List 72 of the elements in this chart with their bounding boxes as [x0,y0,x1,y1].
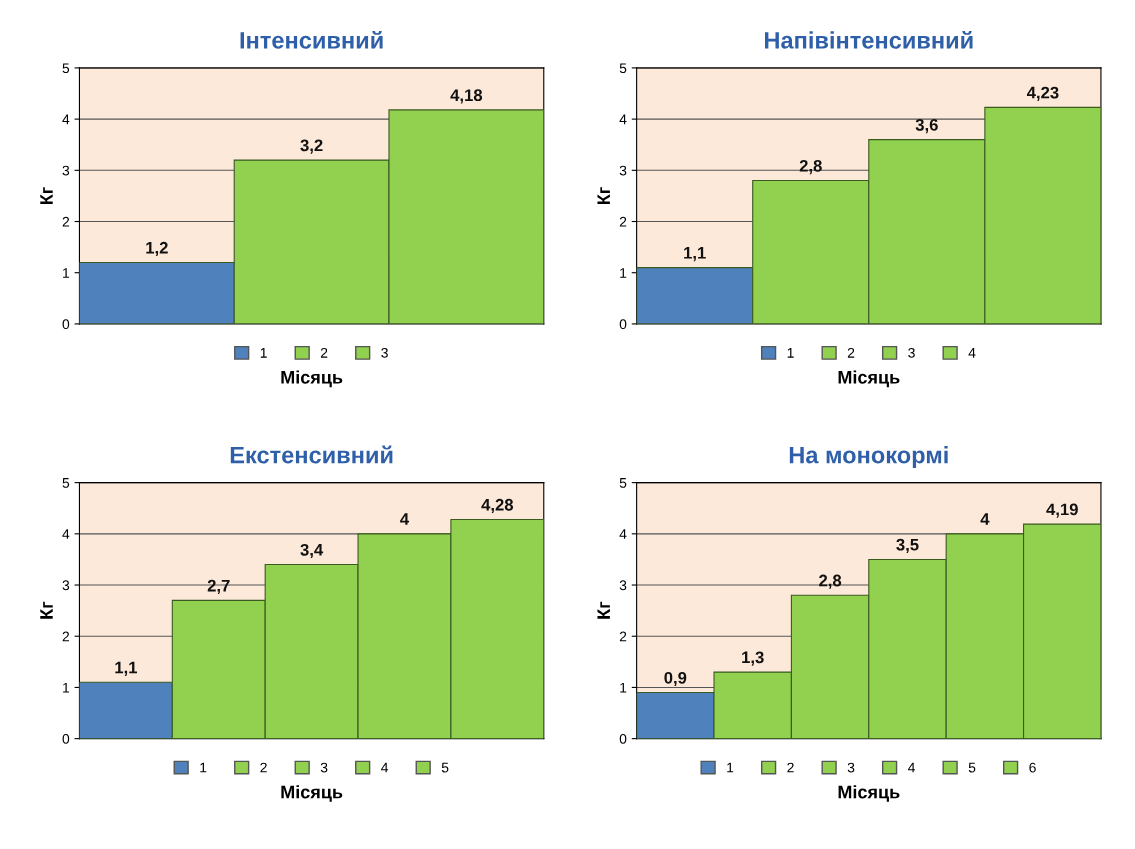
y-tick-label: 0 [619,319,627,330]
series-label: 5 [968,762,976,773]
series-label: 2 [847,347,855,358]
y-tick-label: 3 [619,165,627,176]
chart-title: На монокормі [789,446,948,469]
series-label: 4 [381,762,389,773]
y-tick-label: 0 [619,733,627,744]
y-tick-label: 2 [619,216,627,227]
series-label: 3 [320,762,328,773]
y-tick-label: 0 [62,733,70,744]
data-label: 4 [980,513,990,525]
y-tick-label: 4 [62,114,70,125]
data-label: 4,23 [1026,86,1059,101]
data-label: 4,18 [450,89,483,104]
y-tick-label: 2 [62,216,70,227]
data-label: 0,9 [664,671,687,687]
series-label: 2 [260,762,267,773]
series-label: 6 [1029,762,1036,773]
series-label: 2 [787,762,794,773]
y-tick-label: 4 [619,114,627,125]
data-label: 2,8 [799,159,822,175]
legend-label: 1 [200,762,207,773]
y-tick-label: 3 [62,580,70,591]
x-axis-title: Місяць [281,785,343,802]
series-label: 3 [381,347,388,358]
series-label: 4 [968,348,976,358]
data-label: 1,3 [742,651,764,666]
data-label: 4 [400,513,410,525]
y-tick-label: 1 [620,268,627,278]
y-tick-label: 5 [619,63,627,74]
data-label: 2,8 [819,574,842,589]
data-label: 3,5 [896,538,919,553]
y-tick-label: 4 [62,529,70,539]
data-label: 3,2 [300,139,323,154]
y-axis-title: Кг [597,601,610,619]
y-tick-label: 2 [619,631,627,642]
y-tick-label: 5 [619,478,627,488]
legend-label: 1 [260,348,267,358]
series-label: 3 [908,347,915,358]
x-axis-title: Місяць [838,370,900,388]
y-tick-label: 5 [62,63,70,74]
y-axis-title: Кг [597,187,610,204]
chart-title: Напівінтенсивний [765,30,973,49]
legend-label: 1 [787,348,794,358]
x-axis-title: Місяць [838,785,900,802]
y-tick-label: 3 [619,580,627,591]
series-label: 2 [320,347,328,358]
y-tick-label: 1 [63,268,70,278]
data-label: 2,7 [207,579,230,594]
x-axis-title: Місяць [281,370,343,388]
y-axis-title: Кг [40,187,53,204]
data-label: 3,4 [300,543,324,559]
data-label: 1,1 [684,247,706,262]
chart-title: Інтенсивний [240,30,383,49]
y-tick-label: 5 [62,478,70,488]
data-label: 3,6 [915,118,938,134]
y-tick-label: 1 [63,682,70,693]
y-tick-label: 3 [62,165,70,176]
data-label: 4,28 [481,498,514,514]
series-label: 3 [847,762,855,773]
data-label: 1,2 [146,241,168,257]
legend-label: 1 [727,762,734,773]
y-tick-label: 4 [619,529,627,539]
data-label: 1,1 [115,661,137,676]
data-label: 4,19 [1046,503,1078,518]
series-label: 5 [441,762,449,773]
y-tick-label: 0 [62,319,70,330]
y-tick-label: 1 [620,682,627,693]
y-axis-title: Кг [40,601,53,619]
chart-title: Екстенсивний [230,445,393,464]
y-tick-label: 2 [62,631,70,642]
series-label: 4 [908,762,915,773]
